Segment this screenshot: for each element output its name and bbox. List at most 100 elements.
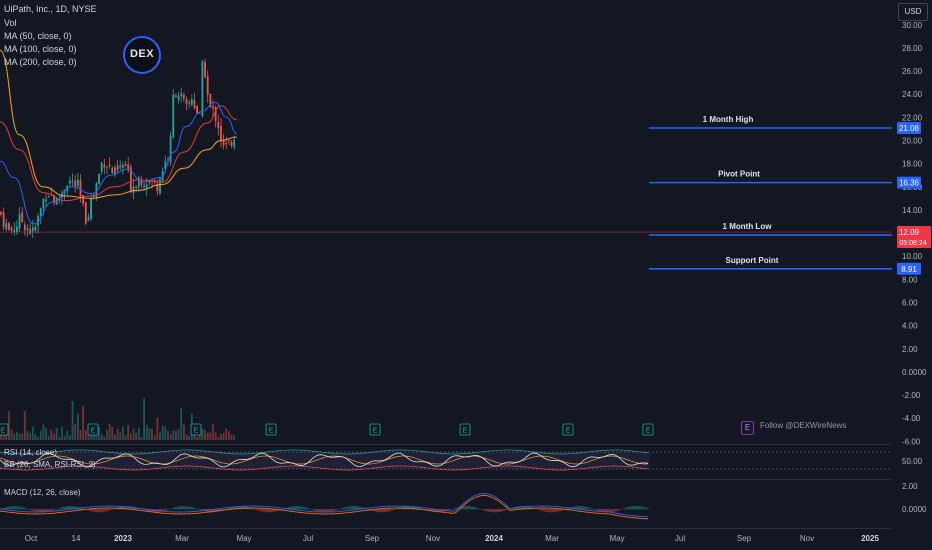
macd-hist-110 [109,509,111,511]
macd-hist-14 [13,506,15,510]
macd-hist-66 [65,506,67,510]
macd-hist-624 [623,508,625,510]
macd-hist-582 [581,506,583,510]
volume-bar-58 [153,435,156,440]
macd-hist-240 [239,506,241,510]
macd-hist-306 [305,507,307,510]
earnings-marker-6: E [566,428,571,435]
volume-bar-25 [66,430,69,440]
volume-bar-21 [55,428,58,440]
macd-hist-348 [347,506,349,510]
macd-hist-596 [595,509,597,511]
macd-hist-454 [453,508,455,510]
level-tag-box-3 [897,262,921,275]
macd-hist-408 [407,506,409,510]
macd-hist-224 [223,509,225,511]
macd-hist-218 [217,509,219,512]
earnings-marker-5: E [463,428,468,435]
volume-bar-37 [98,426,100,440]
macd-hist-470 [469,506,471,510]
candle-body-12 [31,227,34,232]
volume-bar-3 [8,411,10,440]
macd-hist-428 [427,509,429,511]
volume-bar-4 [10,429,13,440]
legend-symbol[interactable]: UiPath, Inc., 1D, NYSE [4,4,97,14]
legend-ma100[interactable]: MA (100, close, 0) [4,44,77,54]
macd-hist-106 [105,509,107,512]
volume-bar-55 [145,425,148,440]
earnings-marker-3: E [269,428,274,435]
rsi-label: RSI (14, close) [4,448,57,457]
macd-hist-620 [619,509,621,510]
time-tick-5: Jul [303,534,313,543]
level-tag-box-1 [897,176,921,189]
volume-bar-53 [140,436,143,440]
macd-hist-100 [99,509,101,513]
macd-hist-334 [333,509,335,511]
macd-hist-524 [523,506,525,510]
macd-hist-584 [583,506,585,510]
macd-hist-486 [485,509,487,511]
candle-body-37 [98,173,100,185]
macd-hist-588 [587,507,589,510]
macd-hist-640 [639,506,641,510]
macd-hist-298 [297,506,299,510]
volume-bar-87 [230,434,233,440]
macd-hist-300 [299,506,301,510]
level-tag-box-0 [897,122,921,135]
macd-hist-394 [393,509,395,510]
volume-bar-32 [84,429,87,440]
macd-hist-130 [129,506,131,510]
legend-ma50[interactable]: MA (50, close, 0) [4,31,72,41]
macd-hist-58 [57,508,59,510]
legend-ma200[interactable]: MA (200, close, 0) [4,57,77,67]
macd-hist-520 [519,506,521,510]
macd-hist-576 [575,506,577,510]
macd-hist-74 [73,506,75,510]
macd-hist-354 [353,506,355,510]
macd-hist-4 [3,507,5,510]
legend-volume[interactable]: Vol [4,18,17,28]
price-tick-0: 30.00 [902,21,923,30]
macd-hist-586 [585,506,587,510]
macd-hist-24 [23,507,25,510]
macd-hist-614 [613,509,615,512]
macd-hist-612 [611,509,613,512]
volume-bar-64 [169,433,172,440]
level-label-0: 1 Month High [703,115,754,124]
volume-bar-49 [129,433,132,440]
macd-hist-222 [221,509,223,511]
macd-hist-506 [505,509,507,511]
macd-hist-162 [161,509,163,512]
volume-bar-36 [95,433,98,440]
macd-hist-330 [329,509,331,512]
volume-bar-82 [217,436,220,440]
time-tick-2: 2023 [114,534,132,543]
macd-hist-634 [633,506,635,510]
volume-bar-19 [50,430,53,440]
time-tick-11: Jul [675,534,685,543]
macd-hist-146 [145,509,147,511]
macd-hist-284 [283,508,285,510]
currency-selector[interactable]: USD [898,3,928,21]
macd-hist-626 [625,507,627,510]
time-tick-8: 2024 [485,534,503,543]
volume-bar-85 [225,428,228,440]
macd-hist-320 [319,509,321,512]
macd-hist-238 [237,506,239,510]
volume-bar-59 [156,417,159,440]
volume-bar-66 [175,430,177,440]
candle-body-2 [5,223,8,230]
candle-body-28 [74,180,77,187]
time-tick-3: Mar [175,534,189,543]
candle-body-16 [42,199,45,209]
volume-bar-5 [13,433,16,440]
earnings-marker-box-6 [562,423,574,436]
macd-hist-490 [489,509,491,512]
candle-body-73 [193,100,196,108]
candle-body-88 [233,139,236,147]
macd-hist-540 [539,509,541,511]
volume-bar-63 [167,430,169,440]
price-tick-15: 0.0000 [902,368,927,377]
